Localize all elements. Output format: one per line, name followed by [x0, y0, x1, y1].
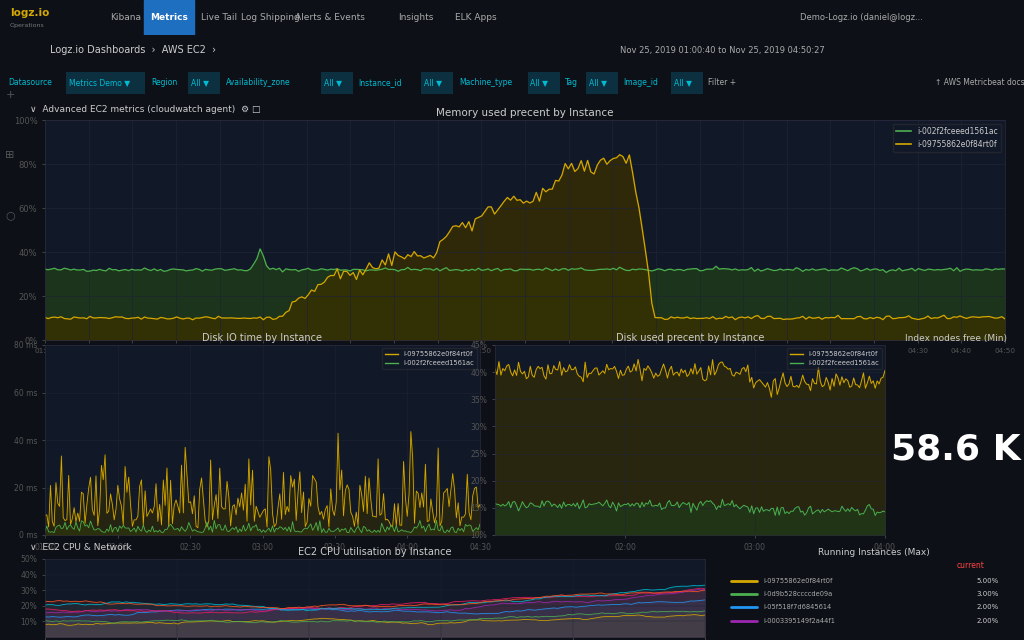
Text: 5.00%: 5.00%	[976, 578, 998, 584]
Bar	[422, 72, 454, 94]
Text: +: +	[5, 90, 14, 100]
Text: ∨  EC2 CPU & Network: ∨ EC2 CPU & Network	[30, 543, 132, 552]
Text: logz.io: logz.io	[10, 8, 49, 18]
Text: All ▼: All ▼	[674, 78, 692, 87]
Title: Memory used precent by Instance: Memory used precent by Instance	[436, 108, 613, 118]
Text: Metrics: Metrics	[151, 13, 188, 22]
Text: Machine_type: Machine_type	[459, 78, 512, 87]
Text: Alerts & Events: Alerts & Events	[295, 13, 365, 22]
Text: i-0003395149f2a44f1: i-0003395149f2a44f1	[763, 618, 835, 623]
Text: All ▼: All ▼	[191, 78, 209, 87]
Text: Instance_id: Instance_id	[358, 78, 401, 87]
Text: Logz.io Dashboards  ›  AWS EC2  ›: Logz.io Dashboards › AWS EC2 ›	[50, 45, 216, 55]
Bar	[671, 72, 702, 94]
Title: Running Instances (Max): Running Instances (Max)	[817, 548, 930, 557]
Legend: i-09755862e0f84rt0f, i-002f2fceeed1561ac: i-09755862e0f84rt0f, i-002f2fceeed1561ac	[382, 348, 476, 369]
Text: 3.00%: 3.00%	[976, 591, 998, 597]
Text: All ▼: All ▼	[424, 78, 442, 87]
Text: Log Shipping: Log Shipping	[241, 13, 299, 22]
Text: Kibana: Kibana	[111, 13, 141, 22]
Text: Nov 25, 2019 01:00:40 to Nov 25, 2019 04:50:27: Nov 25, 2019 01:00:40 to Nov 25, 2019 04…	[620, 45, 824, 54]
Text: ∨  Advanced EC2 metrics (cloudwatch agent)  ⚙ □: ∨ Advanced EC2 metrics (cloudwatch agent…	[30, 106, 260, 115]
Bar	[144, 0, 194, 35]
Bar	[586, 72, 617, 94]
Text: Tag: Tag	[565, 78, 578, 87]
Bar	[0, 0, 95, 35]
Title: EC2 CPU utilisation by Instance: EC2 CPU utilisation by Instance	[298, 547, 452, 557]
Text: Live Tail: Live Tail	[201, 13, 238, 22]
Text: ○: ○	[5, 210, 15, 220]
Text: 2.00%: 2.00%	[976, 604, 998, 611]
Text: ⊞: ⊞	[5, 150, 14, 160]
Text: All ▼: All ▼	[589, 78, 607, 87]
Bar	[527, 72, 559, 94]
Text: i-05f518f7d6845614: i-05f518f7d6845614	[763, 604, 831, 611]
Text: current: current	[956, 561, 984, 570]
Text: 58.6 K: 58.6 K	[891, 433, 1021, 467]
Text: Demo-Logz.io (daniel@logz...: Demo-Logz.io (daniel@logz...	[800, 13, 923, 22]
Text: All ▼: All ▼	[530, 78, 549, 87]
Text: ELK Apps: ELK Apps	[456, 13, 497, 22]
Text: Metrics Demo ▼: Metrics Demo ▼	[69, 78, 130, 87]
Text: Operations: Operations	[10, 24, 45, 29]
Bar	[321, 72, 352, 94]
Text: Image_id: Image_id	[624, 78, 658, 87]
Text: Filter +: Filter +	[709, 78, 736, 87]
Title: Disk IO time by Instance: Disk IO time by Instance	[203, 333, 323, 343]
Legend: i-002f2fceeed1561ac, i-09755862e0f84rt0f: i-002f2fceeed1561ac, i-09755862e0f84rt0f	[893, 124, 1001, 152]
Text: ↑ AWS Metricbeat docs: ↑ AWS Metricbeat docs	[935, 78, 1024, 87]
Text: 2.00%: 2.00%	[976, 618, 998, 623]
Text: Availability_zone: Availability_zone	[225, 78, 290, 87]
Text: All ▼: All ▼	[324, 78, 342, 87]
Bar	[188, 72, 220, 94]
Text: Insights: Insights	[398, 13, 434, 22]
Text: Region: Region	[152, 78, 177, 87]
Text: Datasource: Datasource	[8, 78, 52, 87]
Bar	[66, 72, 144, 94]
Legend: i-09755862e0f84rt0f, i-002f2fceeed1561ac: i-09755862e0f84rt0f, i-002f2fceeed1561ac	[786, 348, 882, 369]
Title: Index nodes free (Min): Index nodes free (Min)	[905, 334, 1007, 343]
Text: i-09755862e0f84rt0f: i-09755862e0f84rt0f	[763, 578, 833, 584]
Text: i-0d9b528ccccde09a: i-0d9b528ccccde09a	[763, 591, 833, 597]
Title: Disk used precent by Instance: Disk used precent by Instance	[615, 333, 764, 343]
